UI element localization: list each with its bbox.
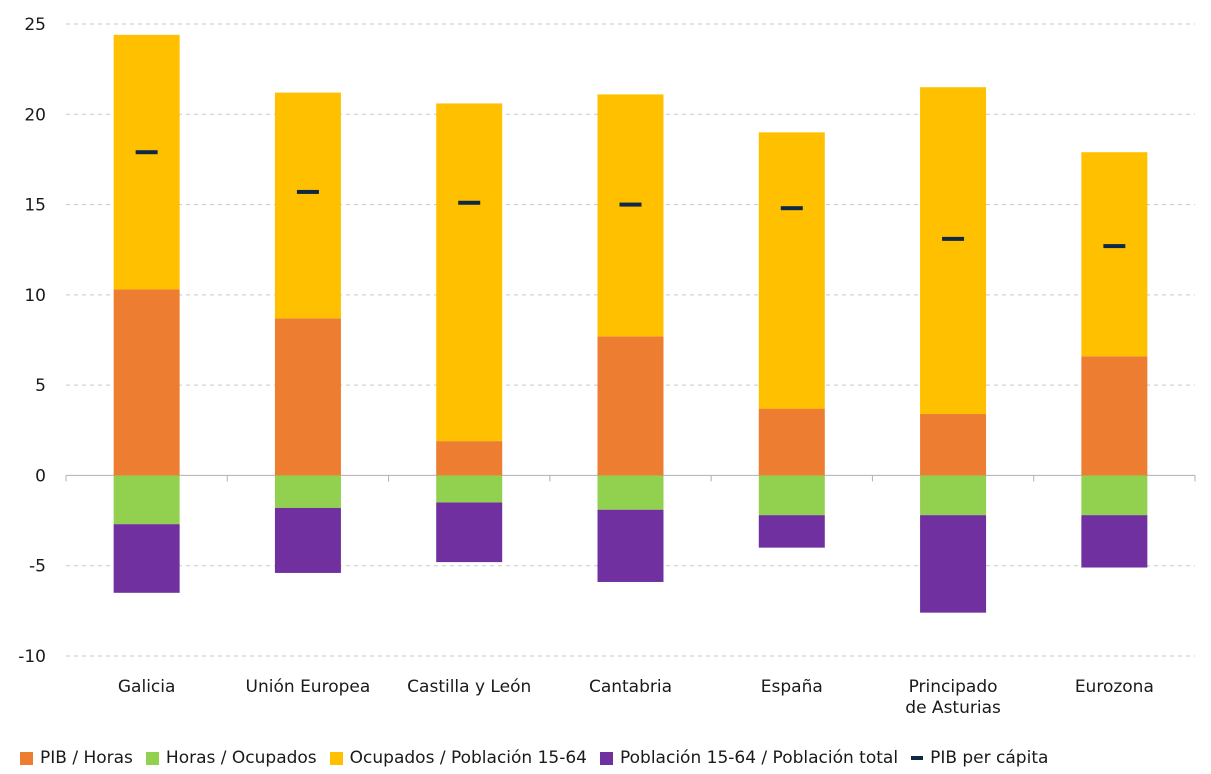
bar-segment [1081,356,1148,476]
bar-segment [597,509,664,582]
legend-swatch [145,751,159,765]
legend-label: Ocupados / Población 15-64 [349,748,587,768]
bar-segment [436,441,503,476]
pib-per-capita-marker [942,236,965,241]
y-tick-label: 0 [35,466,46,486]
bar-segment [274,475,341,508]
pib-per-capita-marker [135,150,158,155]
y-tick-label: 5 [35,376,46,396]
bar-segment [113,524,180,593]
category-label: Cantabria [589,677,672,697]
pib-per-capita-marker [780,206,803,211]
bar-segment [758,515,825,548]
bar-segment [274,318,341,476]
category-label: Castilla y León [407,677,531,697]
bar-segment [274,507,341,573]
legend-item: PIB per cápita [911,748,1048,768]
bar-segment [1081,475,1148,516]
bar-segment [1081,152,1148,357]
chart: 25 20 15 10 5 0 -5 -10 Galicia Unión Europea Casti… [18,15,1196,718]
pib-per-capita-marker [619,202,642,207]
y-tick-label: 15 [24,196,46,216]
y-tick-label: -10 [18,647,46,667]
bar-segment [436,502,503,563]
bar-segment [758,408,825,476]
bar-segment [597,475,664,510]
legend-item: Ocupados / Población 15-64 [329,748,587,768]
category-label: Eurozona [1075,677,1154,697]
bar-segment [597,94,664,337]
category-label: España [761,677,823,697]
bar-segment [1081,515,1148,568]
y-tick-label: -5 [29,557,46,577]
legend-swatch [329,751,343,765]
category-label: Principado de Asturias [905,677,1001,718]
bar-segment [113,34,180,290]
legend-item: Horas / Ocupados [145,748,317,768]
y-tick-label: 25 [24,15,46,35]
category-label: Unión Europea [246,677,371,697]
pib-per-capita-marker [1103,244,1126,249]
legend: PIB / Horas Horas / Ocupados Ocupados / Po… [20,748,1200,768]
y-tick-label: 10 [24,286,46,306]
bar-segment [113,475,180,525]
markers-layer [135,150,1126,249]
bar-segment [920,87,987,415]
legend-item: PIB / Horas [20,748,133,768]
y-tick-label: 20 [24,105,46,125]
bar-segment [920,414,987,476]
legend-swatch [20,751,33,765]
bar-segment [758,132,825,409]
bar-segment [436,475,503,503]
legend-marker [911,756,924,760]
bar-segment [758,475,825,516]
legend-label: Horas / Ocupados [165,748,317,768]
bars-layer [113,34,1148,613]
bar-segment [597,336,664,476]
bar-segment [920,515,987,613]
labels-layer: 25 20 15 10 5 0 -5 -10 Galicia Unión Europea Casti… [18,15,1154,718]
legend-item: Población 15-64 / Población total [600,748,898,768]
legend-label: PIB / Horas [40,748,133,768]
bar-segment [274,92,341,319]
legend-label: Población 15-64 / Población total [620,748,899,768]
pib-per-capita-marker [458,200,481,205]
legend-swatch [600,751,613,765]
pib-per-capita-marker [296,189,319,194]
bar-segment [920,475,987,516]
bar-segment [113,289,180,476]
category-label: Galicia [118,677,176,697]
legend-label: PIB per cápita [930,748,1049,768]
bar-segment [436,103,503,442]
